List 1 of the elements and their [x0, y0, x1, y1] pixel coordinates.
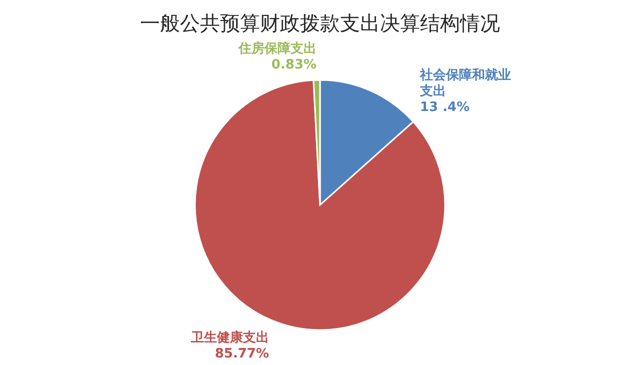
chart-title: 一般公共预算财政拨款支出决算结构情况	[140, 11, 500, 35]
